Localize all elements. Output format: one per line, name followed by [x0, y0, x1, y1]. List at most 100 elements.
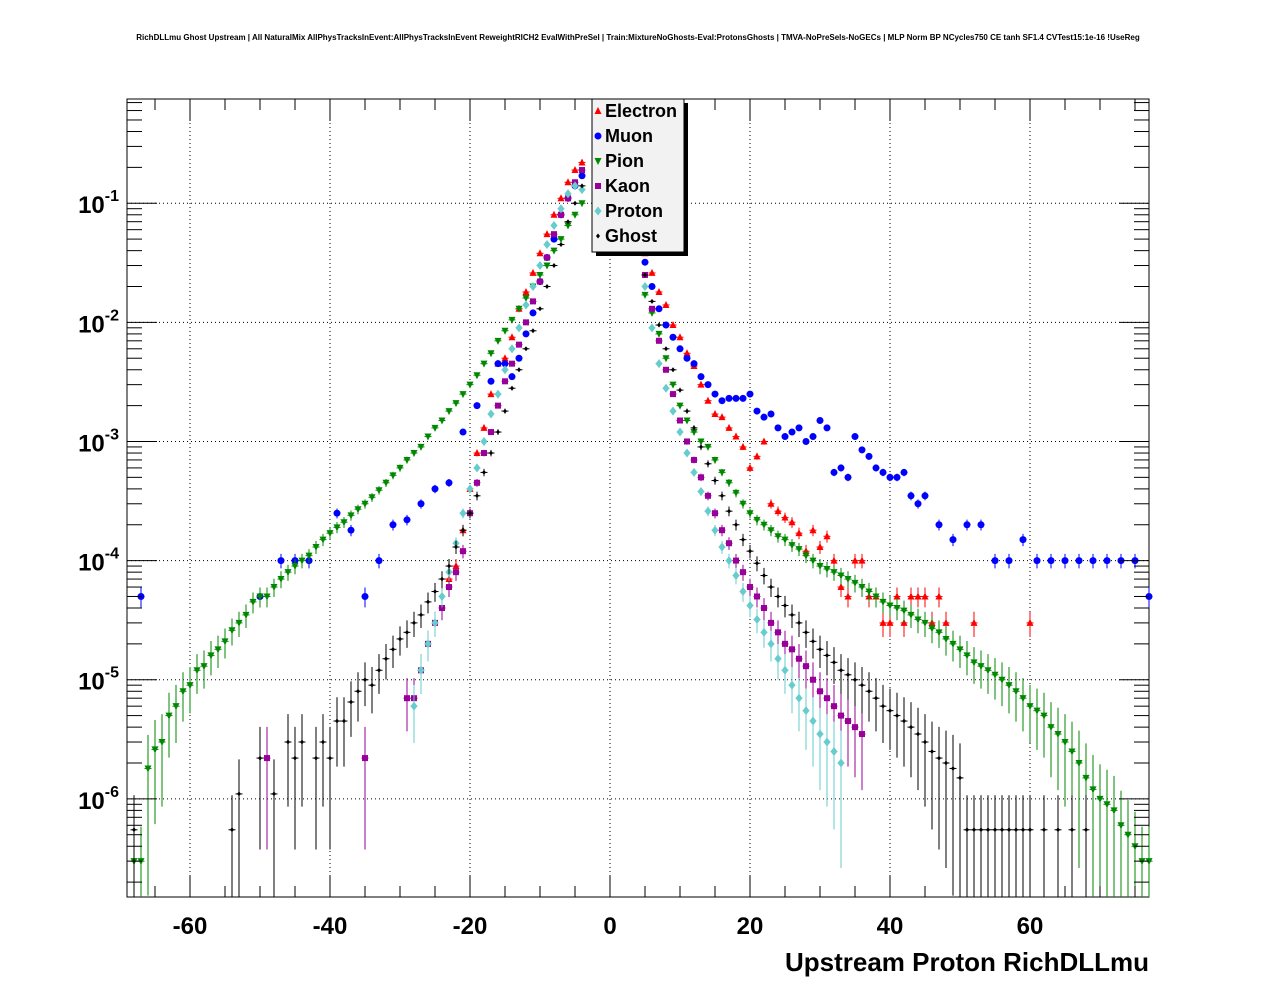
data-point [1033, 557, 1041, 565]
data-point [564, 189, 572, 199]
data-point [501, 327, 509, 335]
data-point [886, 618, 894, 626]
data-point [970, 659, 978, 667]
data-point [335, 718, 339, 724]
data-point [739, 394, 747, 402]
data-point [494, 337, 502, 345]
data-point [207, 652, 215, 660]
data-point [858, 446, 866, 454]
y-tick-base: 10 [78, 788, 105, 815]
data-point [579, 167, 585, 174]
data-point [403, 516, 411, 524]
data-point [494, 389, 502, 399]
data-point [564, 178, 572, 186]
data-point [810, 676, 816, 683]
y-tick-exponent: -2 [105, 307, 119, 324]
data-point [362, 755, 368, 762]
data-point [935, 629, 943, 637]
data-point [1103, 801, 1111, 809]
data-point [685, 408, 689, 414]
data-point [242, 611, 250, 619]
data-point [677, 417, 683, 424]
data-point [200, 663, 208, 671]
data-point [454, 544, 458, 550]
data-point [263, 593, 271, 601]
data-point [314, 755, 318, 761]
data-point [417, 665, 425, 675]
data-point [1075, 759, 1083, 767]
data-point [838, 712, 844, 719]
data-point [487, 377, 495, 385]
data-point [1021, 827, 1025, 833]
data-point [1019, 536, 1027, 544]
data-point [698, 474, 704, 481]
data-point [704, 396, 712, 404]
data-point [725, 556, 733, 566]
data-point [361, 500, 369, 508]
data-point [480, 360, 488, 368]
y-tick-base: 10 [78, 550, 105, 577]
data-point [578, 185, 586, 195]
data-point [818, 646, 822, 652]
data-point [1005, 557, 1013, 565]
data-point [669, 321, 677, 329]
data-point [845, 718, 851, 725]
data-point [417, 500, 425, 508]
legend-label: Ghost [605, 226, 657, 246]
data-point [557, 194, 565, 202]
data-point [424, 433, 432, 441]
data-point [725, 394, 733, 402]
data-point [774, 424, 782, 432]
data-point [515, 354, 523, 362]
data-point [573, 200, 577, 206]
data-point [734, 522, 738, 528]
data-point [558, 211, 564, 218]
data-point [732, 394, 740, 402]
data-point [748, 548, 752, 554]
data-point [796, 655, 802, 662]
data-point [1089, 786, 1097, 794]
y-tick-exponent: -4 [105, 546, 119, 563]
data-point [473, 463, 481, 473]
data-point [726, 540, 732, 547]
data-point [648, 323, 656, 333]
data-point [733, 557, 739, 564]
data-point [391, 646, 395, 652]
data-point [670, 391, 676, 398]
data-point [979, 827, 983, 833]
data-point [816, 729, 824, 739]
data-point [767, 527, 775, 535]
data-point [468, 510, 472, 516]
data-point [774, 533, 782, 541]
data-point [516, 341, 522, 348]
data-point [264, 755, 270, 762]
legend-marker [594, 107, 602, 114]
data-point [1028, 827, 1032, 833]
data-point [550, 210, 558, 218]
data-point [536, 249, 544, 257]
series-proton [410, 181, 845, 868]
data-point [795, 424, 803, 432]
data-point [697, 380, 705, 388]
data-point [949, 640, 957, 648]
data-point [753, 452, 761, 460]
data-point [656, 337, 662, 344]
data-point [550, 247, 558, 255]
data-point [333, 509, 341, 517]
data-point [356, 688, 360, 694]
data-point [872, 593, 880, 601]
data-point [704, 381, 712, 389]
legend-marker [594, 206, 602, 216]
data-point [809, 433, 817, 441]
x-axis-title: Upstream Proton RichDLLmu [785, 947, 1149, 977]
data-point [405, 629, 409, 635]
data-point [676, 402, 684, 410]
data-point [578, 172, 586, 180]
data-point [865, 452, 873, 460]
data-point [746, 510, 754, 518]
data-point [837, 464, 845, 472]
data-point [1007, 827, 1011, 833]
data-point [1096, 795, 1104, 803]
data-point [937, 755, 941, 761]
